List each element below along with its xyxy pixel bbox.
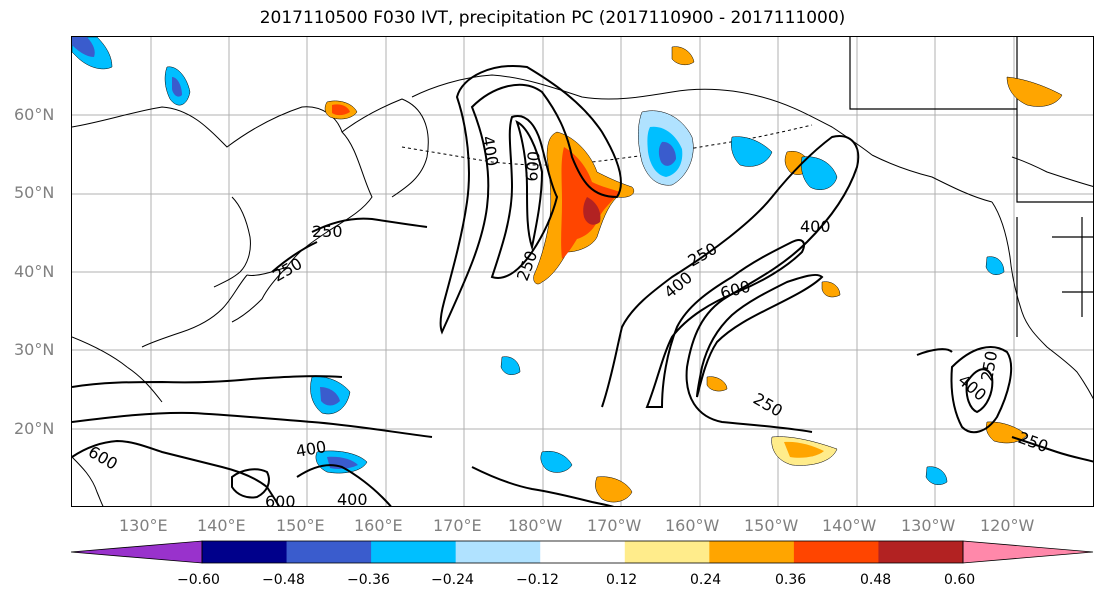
map-panel: 250 250 400 600 250 400 250 600 400 250 … <box>71 36 1094 507</box>
contour-label: 600 <box>522 150 544 182</box>
lon-label: 180°W <box>508 516 563 535</box>
colorbar-tick-label: 0.24 <box>690 572 722 588</box>
lat-label: 20°N <box>14 419 55 438</box>
lon-label: 140°W <box>822 516 877 535</box>
lon-label: 150°E <box>276 516 325 535</box>
colorbar-segment <box>793 541 879 563</box>
colorbar-segment <box>624 541 710 563</box>
contour-label: 400 <box>660 268 696 302</box>
lon-label: 120°W <box>980 516 1035 535</box>
map-canvas: 250 250 400 600 250 400 250 600 400 250 … <box>72 37 1093 507</box>
lat-label: 60°N <box>14 105 55 124</box>
colorbar-segment <box>371 541 457 563</box>
gridlines <box>72 37 1093 506</box>
contour-label: 400 <box>478 134 502 167</box>
lon-label: 170°E <box>433 516 482 535</box>
lon-label: 170°W <box>587 516 642 535</box>
lon-label: 160°E <box>354 516 403 535</box>
lon-label: 130°W <box>901 516 956 535</box>
lon-label: 130°E <box>119 516 168 535</box>
colorbar-segment <box>202 541 288 563</box>
contour-label: 250 <box>977 349 1001 382</box>
colorbar-segment <box>286 541 372 563</box>
lat-label: 40°N <box>14 262 55 281</box>
colorbar <box>70 540 1094 568</box>
contour-label: 400 <box>800 217 831 236</box>
borders <box>849 37 1093 337</box>
colorbar-tick-label: 0.48 <box>860 572 892 588</box>
colorbar-tick-label: −0.12 <box>516 572 559 588</box>
contour-label: 400 <box>337 490 368 507</box>
contour-label: 600 <box>718 277 752 303</box>
colorbar-tick-label: 0.12 <box>606 572 638 588</box>
map-title: 2017110500 F030 IVT, precipitation PC (2… <box>259 8 846 28</box>
contour-label: 600 <box>265 492 296 507</box>
colorbar-tick-label: 0.36 <box>775 572 807 588</box>
lon-label: 140°E <box>197 516 246 535</box>
contour-label: 250 <box>1016 428 1051 456</box>
lat-label: 30°N <box>14 340 55 359</box>
precip-shading <box>72 37 1063 503</box>
colorbar-tick-label: −0.36 <box>347 572 390 588</box>
colorbar-extend-low <box>71 541 202 563</box>
contour-label: 250 <box>750 389 786 421</box>
lon-label: 150°W <box>744 516 799 535</box>
coastlines <box>72 74 1093 506</box>
colorbar-graphic <box>70 540 1094 564</box>
colorbar-tick-label: −0.24 <box>431 572 474 588</box>
colorbar-tick-label: −0.60 <box>177 572 220 588</box>
colorbar-extend-high <box>963 541 1093 563</box>
colorbar-segment <box>455 541 541 563</box>
lat-label: 50°N <box>14 183 55 202</box>
colorbar-segment <box>709 541 795 563</box>
colorbar-tick-label: −0.48 <box>262 572 305 588</box>
colorbar-segment <box>540 541 626 563</box>
colorbar-segment <box>878 541 964 563</box>
colorbar-tick-label: 0.60 <box>944 572 976 588</box>
ivt-contours <box>72 65 1093 506</box>
lon-label: 160°W <box>665 516 720 535</box>
contour-label: 250 <box>312 222 343 241</box>
